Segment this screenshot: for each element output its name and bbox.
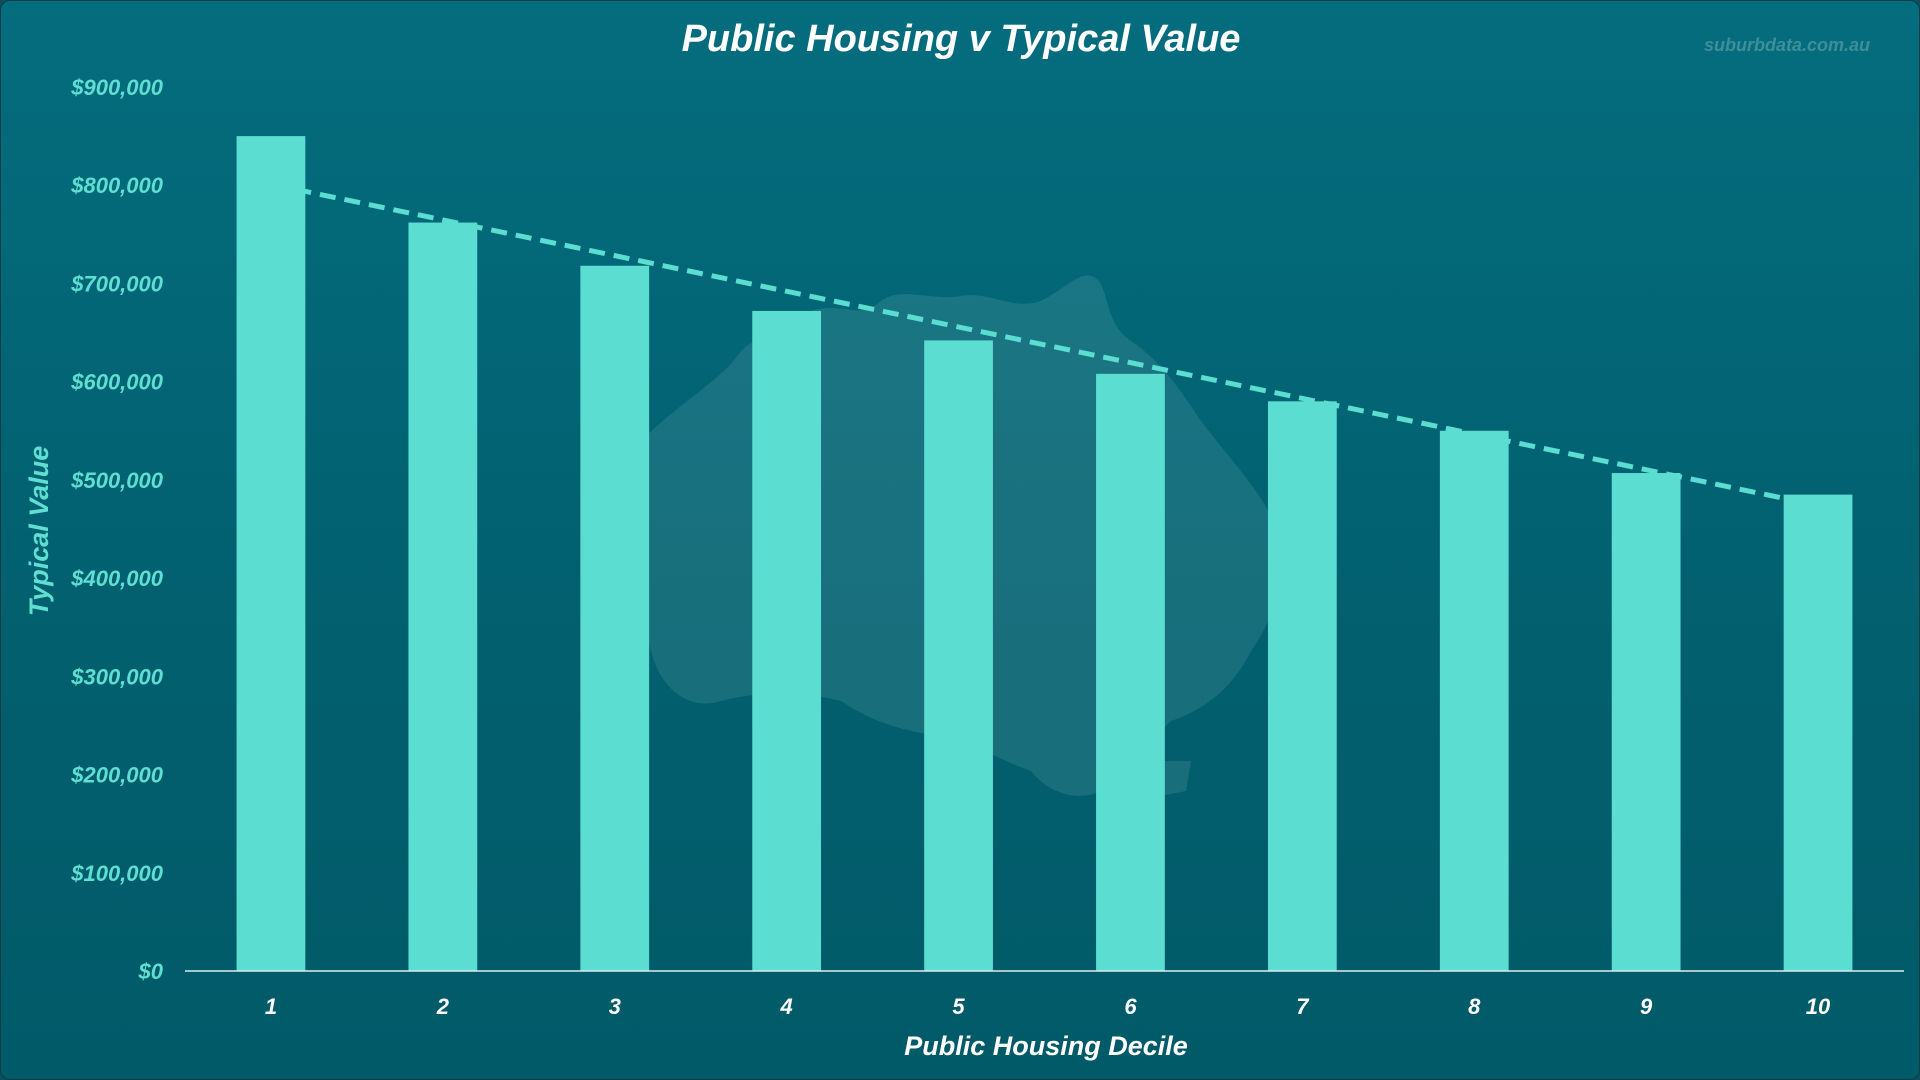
trendline-group — [270, 181, 1819, 508]
bar — [752, 310, 822, 971]
bar — [1096, 373, 1165, 971]
y-tick-label: $500,000 — [70, 468, 164, 493]
x-axis-ticks: 1 2 3 4 5 6 7 8 9 10 — [265, 994, 1831, 1019]
bar — [1611, 473, 1681, 971]
trendline — [270, 181, 1819, 508]
y-axis-ticks: $0 $100,000 $200,000 $300,000 $400,000 $500,0… — [70, 75, 164, 984]
y-tick-label: $900,000 — [70, 75, 164, 100]
bar — [408, 222, 478, 972]
bar — [1783, 494, 1853, 971]
x-tick-label: 9 — [1640, 994, 1653, 1019]
y-tick-label: $400,000 — [70, 566, 164, 591]
y-tick-label: $200,000 — [70, 763, 164, 788]
y-tick-label: $700,000 — [70, 271, 164, 296]
x-tick-label: 4 — [780, 994, 793, 1019]
x-tick-label: 3 — [609, 994, 621, 1019]
y-tick-label: $800,000 — [70, 173, 164, 198]
x-axis-title: Public Housing Decile — [904, 1031, 1188, 1061]
bars — [236, 136, 1853, 972]
x-tick-label: 2 — [436, 994, 450, 1019]
x-tick-label: 1 — [265, 994, 277, 1019]
x-tick-label: 7 — [1296, 994, 1310, 1019]
y-axis-title: Typical Value — [24, 446, 54, 617]
y-tick-label: $300,000 — [70, 664, 164, 689]
y-tick-label: $600,000 — [70, 370, 164, 395]
x-tick-label: 5 — [952, 994, 965, 1019]
watermark-text: suburbdata.com.au — [1704, 35, 1870, 55]
bar — [580, 265, 650, 972]
bar — [1439, 430, 1509, 971]
chart-title: Public Housing v Typical Value — [682, 18, 1241, 60]
x-tick-label: 8 — [1468, 994, 1481, 1019]
bar — [236, 136, 306, 972]
bar — [924, 340, 993, 971]
x-tick-label: 6 — [1124, 994, 1137, 1019]
bar — [1267, 401, 1337, 971]
x-tick-label: 10 — [1806, 994, 1831, 1019]
y-tick-label: $0 — [138, 959, 164, 984]
y-tick-label: $100,000 — [70, 861, 164, 886]
